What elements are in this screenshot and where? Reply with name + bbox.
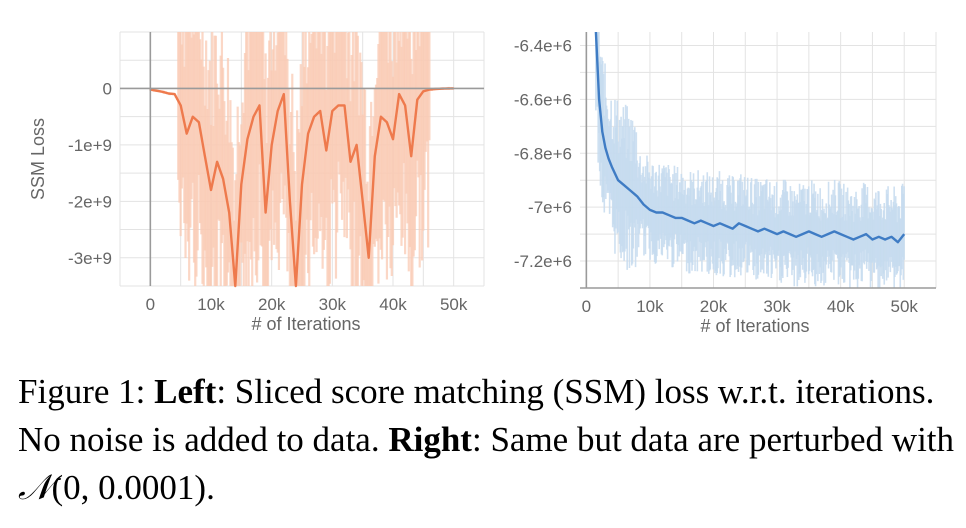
left-axes bbox=[120, 32, 484, 286]
right-y-tick-label: -7.2e+6 bbox=[514, 252, 572, 271]
right-axes bbox=[580, 32, 936, 289]
caption-math-symbol: 𝒩 bbox=[18, 468, 52, 507]
right-y-tick-label: -6.4e+6 bbox=[514, 36, 572, 55]
right-x-tick-label: 40k bbox=[827, 297, 855, 316]
right-chart: 0 10k 20k 30k 40k 50k -6.4e+6 -6.6e+6 -6.8e+6 -7… bbox=[514, 31, 937, 336]
caption-figure-label: Figure 1: bbox=[18, 372, 155, 411]
left-x-tick-label: 10k bbox=[197, 295, 225, 314]
left-x-tick-label: 0 bbox=[146, 295, 155, 314]
caption-right-text: : Same but data are perturbed with bbox=[471, 420, 955, 459]
right-y-tick-labels: -6.4e+6 -6.6e+6 -6.8e+6 -7e+6 -7.2e+6 bbox=[514, 36, 572, 271]
left-x-tick-label: 30k bbox=[319, 295, 347, 314]
right-y-tick-label: -6.6e+6 bbox=[514, 90, 572, 109]
left-chart: 0 10k 20k 30k 40k 50k 0 -1e+9 -2e+9 -3e+9 # of I… bbox=[28, 31, 485, 334]
right-x-tick-label: 50k bbox=[891, 297, 919, 316]
right-x-tick-label: 10k bbox=[636, 297, 664, 316]
left-y-tick-labels: 0 -1e+9 -2e+9 -3e+9 bbox=[68, 79, 112, 267]
left-x-tick-label: 40k bbox=[379, 295, 407, 314]
left-y-tick-label: -1e+9 bbox=[68, 136, 112, 155]
caption-right-label: Right bbox=[388, 420, 472, 459]
right-x-tick-label: 0 bbox=[582, 297, 591, 316]
left-x-tick-label: 50k bbox=[440, 295, 468, 314]
figure-caption: Figure 1: Left: Sliced score matching (S… bbox=[18, 368, 958, 512]
left-x-tick-labels: 0 10k 20k 30k 40k 50k bbox=[146, 295, 468, 314]
left-y-tick-label: -2e+9 bbox=[68, 192, 112, 211]
right-noise-band bbox=[595, 32, 905, 288]
caption-left-label: Left bbox=[154, 372, 217, 411]
right-x-tick-labels: 0 10k 20k 30k 40k 50k bbox=[582, 297, 919, 316]
left-y-tick-label: 0 bbox=[103, 79, 112, 98]
left-y-axis-label: SSM Loss bbox=[28, 118, 48, 200]
right-x-axis-label: # of Iterations bbox=[700, 316, 809, 336]
left-y-tick-label: -3e+9 bbox=[68, 249, 112, 268]
left-x-axis-label: # of Iterations bbox=[251, 314, 360, 334]
caption-left-text: : Sliced score matching (SSM) loss w.r.t… bbox=[18, 372, 935, 459]
right-y-tick-label: -7e+6 bbox=[528, 198, 572, 217]
left-loss-line bbox=[150, 87, 454, 288]
right-loss-line bbox=[594, 31, 906, 244]
left-x-tick-label: 20k bbox=[258, 295, 286, 314]
right-x-tick-label: 20k bbox=[700, 297, 728, 316]
right-x-tick-label: 30k bbox=[763, 297, 791, 316]
caption-math-args: (0, 0.0001). bbox=[51, 468, 215, 507]
right-y-tick-label: -6.8e+6 bbox=[514, 144, 572, 163]
